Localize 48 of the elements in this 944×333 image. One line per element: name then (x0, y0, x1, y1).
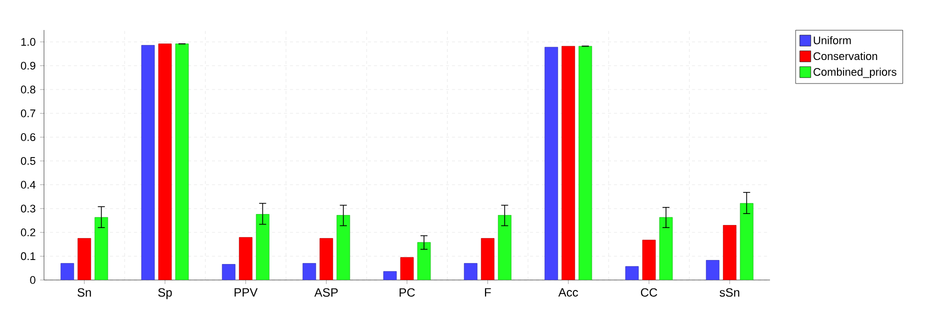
bar (578, 46, 592, 280)
legend-label: Combined_priors (814, 68, 896, 78)
x-tick-label: F (484, 288, 491, 296)
bar (78, 238, 92, 280)
bar (464, 263, 478, 280)
y-tick-label: 0.3 (20, 204, 36, 212)
bar (659, 217, 673, 280)
bar (722, 225, 736, 280)
legend-label: Uniform (814, 36, 851, 44)
bar (60, 263, 74, 280)
bar (158, 44, 172, 280)
bar (417, 242, 431, 280)
y-tick-label: 0.4 (20, 180, 36, 189)
bar (302, 263, 316, 280)
x-tick-label: sSn (720, 288, 740, 297)
y-tick-label: 0.1 (20, 252, 36, 260)
x-tick-label: ASP (314, 288, 338, 297)
bar (94, 217, 108, 280)
bar (480, 238, 494, 280)
legend-label: Conservation (814, 52, 878, 60)
x-tick-label: Sn (78, 288, 91, 297)
y-tick-label: 0.7 (20, 109, 36, 118)
bar (256, 214, 270, 280)
bar (141, 45, 155, 280)
y-tick-label: 0.8 (20, 86, 36, 94)
y-tick-label: 0.9 (20, 62, 36, 70)
bar (562, 46, 576, 280)
bar (740, 203, 754, 280)
bar (320, 238, 334, 280)
x-tick-label: PC (400, 288, 415, 297)
x-tick-label: Sp (158, 288, 172, 300)
y-tick-label: 0.2 (20, 228, 36, 236)
bar (175, 44, 189, 280)
bar (238, 237, 252, 280)
y-tick-label: 0 (30, 276, 36, 284)
y-tick-label: 0.5 (20, 157, 36, 165)
x-tick-label: Acc (558, 288, 578, 297)
bar (498, 215, 512, 280)
x-tick-label: PPV (234, 288, 258, 296)
y-tick-label: 1.0 (21, 38, 36, 46)
bar (222, 264, 236, 280)
y-tick-label: 0.6 (20, 133, 36, 142)
bar (336, 215, 350, 280)
bar (642, 240, 656, 280)
bar (706, 260, 720, 280)
x-tick-label: CC (640, 288, 658, 297)
bar (400, 257, 414, 280)
bar (544, 46, 558, 280)
